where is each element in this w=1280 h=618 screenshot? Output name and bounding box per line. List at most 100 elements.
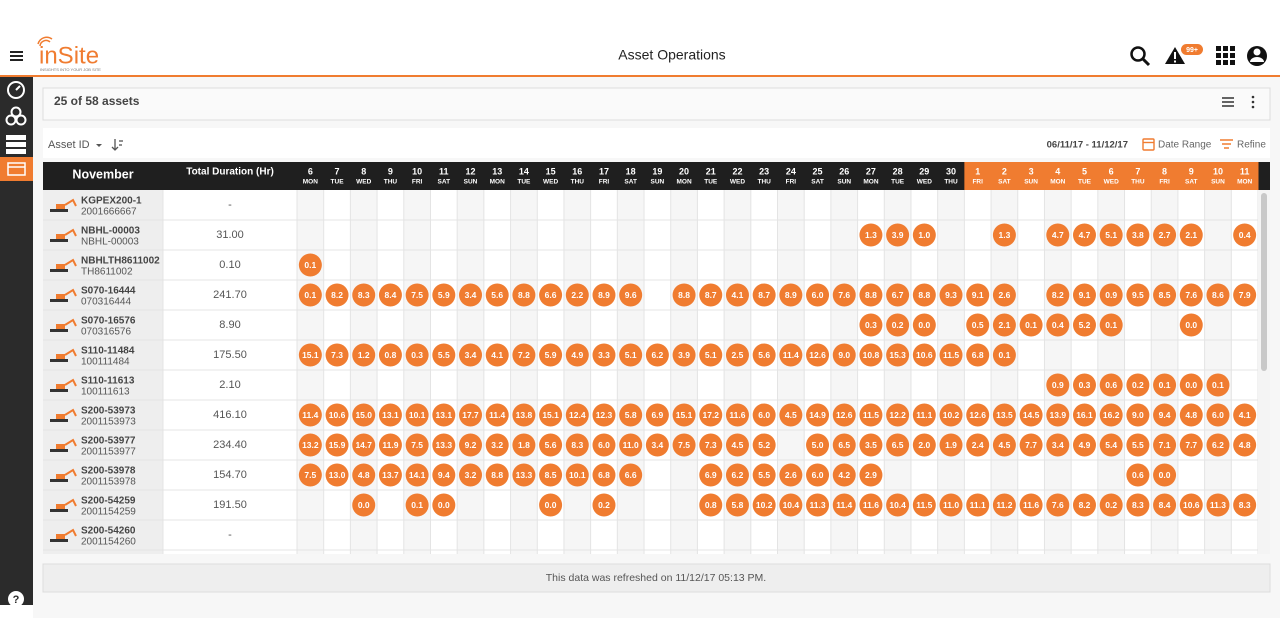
duration-value: 13.5 — [996, 410, 1013, 420]
duration-bubble — [1126, 493, 1150, 517]
duration-value: 5.8 — [625, 410, 637, 420]
duration-value: 0.1 — [1105, 320, 1117, 330]
duration-bubble — [539, 403, 563, 427]
duration-bubble — [779, 493, 803, 517]
duration-bubble — [1153, 433, 1177, 457]
refine-button[interactable]: Refine — [1220, 139, 1266, 151]
duration-value: 8.7 — [705, 290, 717, 300]
scrollbar-thumb[interactable] — [1261, 193, 1267, 371]
day-number: 7 — [335, 166, 340, 176]
day-weekday: WED — [1104, 179, 1119, 186]
duration-value: 6.8 — [972, 350, 984, 360]
duration-bubble — [459, 283, 483, 307]
duration-value: 15.1 — [302, 350, 319, 360]
asset-name: KGPEX200-1 — [81, 196, 142, 207]
duration-value: 5.0 — [812, 440, 824, 450]
logo[interactable]: inSite INSIGHTS INTO YOUR JOB SITE — [37, 36, 101, 72]
column-shade — [830, 190, 858, 554]
date-range-button[interactable]: Date Range — [1142, 138, 1212, 151]
menu-button[interactable] — [10, 51, 23, 61]
apps-button[interactable] — [1216, 46, 1235, 65]
duration-bubble — [912, 493, 936, 517]
duration-bubble — [1126, 373, 1150, 397]
day-number: 21 — [706, 166, 716, 176]
duration-value: 6.0 — [598, 440, 610, 450]
duration-bubble — [886, 313, 910, 337]
apps-icon — [1223, 53, 1228, 58]
duration-bubble — [565, 463, 589, 487]
dropdown-arrow — [96, 144, 102, 147]
duration-bubble — [352, 343, 376, 367]
settings-button[interactable] — [1222, 97, 1234, 107]
duration-bubble — [325, 463, 349, 487]
more-icon — [1251, 100, 1255, 104]
duration-bubble — [565, 433, 589, 457]
alerts-button[interactable]: 99+ — [1165, 44, 1203, 64]
duration-bubble — [966, 433, 990, 457]
duration-bubble — [1126, 433, 1150, 457]
duration-value: 5.1 — [1105, 230, 1117, 240]
duration-bubble — [1153, 373, 1177, 397]
duration-value: 4.1 — [732, 290, 744, 300]
duration-value: 8.5 — [545, 470, 557, 480]
day-weekday: SAT — [998, 179, 1011, 186]
duration-value: 0.0 — [358, 500, 370, 510]
duration-value: 0.1 — [1212, 380, 1224, 390]
duration-bubble — [672, 283, 696, 307]
logo-signal — [37, 36, 53, 47]
nav-list[interactable] — [6, 135, 26, 154]
duration-bubble — [405, 343, 429, 367]
search-button[interactable] — [1130, 46, 1151, 67]
duration-bubble — [886, 403, 910, 427]
duration-value: 4.8 — [1239, 440, 1251, 450]
duration-value: 0.0 — [918, 320, 930, 330]
nav-assets[interactable] — [5, 106, 27, 126]
duration-bubble — [539, 343, 563, 367]
sort-field-select[interactable]: Asset ID — [48, 139, 102, 151]
user-button[interactable] — [1247, 46, 1267, 66]
duration-bubble — [378, 283, 402, 307]
asset-id: 070316576 — [81, 327, 131, 338]
nav-icon — [10, 106, 22, 118]
duration-value: 8.7 — [758, 290, 770, 300]
logo-tagline: INSIGHTS INTO YOUR JOB SITE — [40, 67, 101, 72]
duration-value: 6.0 — [812, 290, 824, 300]
day-number: 30 — [946, 166, 956, 176]
duration-bubble — [1153, 403, 1177, 427]
duration-value: 10.4 — [783, 500, 800, 510]
search-icon — [1141, 57, 1151, 67]
more-button[interactable] — [1251, 95, 1255, 109]
duration-bubble — [512, 283, 536, 307]
month-header: November — [72, 167, 133, 181]
duration-bubble — [619, 403, 643, 427]
day-weekday: MON — [1237, 179, 1252, 186]
nav-operations[interactable] — [0, 157, 33, 181]
duration-value: 15.9 — [329, 440, 346, 450]
duration-bubble — [1099, 313, 1123, 337]
duration-value: 8.4 — [1159, 500, 1171, 510]
date-range-label: Date Range — [1158, 140, 1212, 151]
filter-row — [43, 128, 1270, 158]
day-header-bg — [1231, 162, 1259, 190]
asset-name: S070-16444 — [81, 286, 136, 297]
duration-value: 2.0 — [918, 440, 930, 450]
refresh-note: This data was refreshed on 11/12/17 05:1… — [546, 572, 766, 584]
duration-value: 9.0 — [838, 350, 850, 360]
duration-value: 8.3 — [571, 440, 583, 450]
help-button[interactable]: ? — [8, 591, 24, 607]
sort-order-button[interactable] — [111, 139, 123, 151]
day-weekday: SUN — [837, 179, 851, 186]
day-weekday: SUN — [464, 179, 478, 186]
duration-bubble — [992, 343, 1016, 367]
day-weekday: FRI — [1159, 179, 1170, 186]
asset-icon — [64, 498, 77, 507]
duration-value: 5.1 — [705, 350, 717, 360]
duration-bubble — [725, 283, 749, 307]
duration-value: 0.8 — [385, 350, 397, 360]
nav-dashboard[interactable] — [7, 81, 25, 99]
duration-value: 4.8 — [1185, 410, 1197, 420]
duration-bubble — [1233, 433, 1257, 457]
duration-bubble — [672, 433, 696, 457]
day-number: 6 — [1109, 166, 1114, 176]
duration-bubble — [912, 283, 936, 307]
